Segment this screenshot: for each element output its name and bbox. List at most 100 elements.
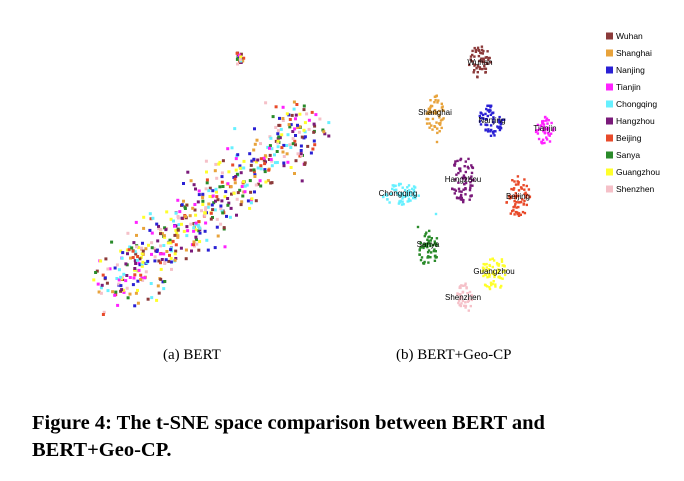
geo-cp-point-hangzhou	[460, 190, 463, 193]
bert-point	[201, 199, 205, 203]
geo-cp-point-beijing	[522, 184, 525, 187]
bert-point	[242, 166, 246, 170]
bert-point	[269, 136, 273, 140]
bert-point	[236, 153, 240, 157]
bert-point	[214, 187, 218, 191]
geo-cp-point-guangzhou	[488, 275, 491, 278]
bert-point	[205, 238, 209, 242]
bert-point	[277, 123, 281, 127]
geo-cp-point-shenzhen	[459, 286, 462, 290]
legend-label-shanghai: Shanghai	[616, 48, 652, 58]
geo-cp-point-guangzhou	[497, 268, 500, 271]
geo-cp-point-sanya	[427, 249, 431, 252]
bert-point	[158, 252, 162, 256]
geo-cp-point-shenzhen	[464, 306, 467, 309]
geo-cp-point-hangzhou	[457, 181, 460, 184]
bert-point	[204, 159, 208, 163]
bert-point	[228, 215, 232, 219]
bert-point	[140, 262, 144, 266]
geo-cp-point-chongqing	[417, 194, 420, 197]
bert-point	[156, 284, 160, 288]
geo-cp-point-wuhan	[478, 59, 481, 63]
bert-point	[289, 146, 293, 149]
geo-cp-point-wuhan	[480, 45, 484, 48]
bert-point	[155, 298, 159, 302]
bert-point	[229, 206, 233, 210]
geo-cp-point-beijing	[524, 196, 528, 199]
geo-cp-point-chongqing	[395, 191, 399, 194]
bert-point	[198, 231, 202, 235]
bert-point	[264, 180, 268, 184]
bert-point	[276, 137, 280, 141]
bert-point	[291, 142, 295, 146]
geo-cp-point-beijing	[517, 183, 520, 186]
bert-point	[100, 283, 104, 287]
geo-cp-point-sanya	[432, 249, 436, 253]
bert-point	[169, 256, 173, 260]
geo-cp-point-nanjing	[494, 130, 497, 133]
geo-cp-point-guangzhou	[491, 282, 494, 286]
bert-point	[193, 208, 197, 212]
bert-point	[276, 141, 280, 145]
geo-cp-point-sanya	[418, 249, 421, 252]
geo-cp-point-chongqing	[401, 192, 404, 196]
geo-cp-point-beijing	[510, 187, 513, 191]
bert-point	[113, 293, 117, 297]
geo-cp-point-chongqing	[413, 194, 417, 198]
legend-swatch-hangzhou	[606, 117, 613, 125]
bert-point	[215, 195, 219, 199]
bert-point	[151, 216, 155, 220]
geo-cp-point-beijing	[505, 201, 508, 204]
geo-cp-point-nanjing	[484, 123, 487, 126]
bert-point	[262, 156, 266, 160]
bert-point	[184, 248, 188, 252]
bert-point	[253, 175, 257, 178]
bert-point	[268, 146, 271, 150]
geo-cp-point-hangzhou	[470, 171, 474, 175]
bert-point	[229, 185, 233, 189]
bert-point	[119, 284, 123, 288]
bert-point	[169, 260, 173, 264]
bert-point	[136, 301, 140, 305]
bert-point	[106, 289, 110, 293]
geo-cp-point-nanjing	[498, 128, 502, 132]
bert-point	[280, 146, 284, 150]
bert-point	[117, 268, 121, 272]
geo-cp-point-guangzhou	[496, 263, 499, 266]
bert-point	[256, 182, 260, 186]
geo-cp-point-shanghai	[429, 104, 433, 108]
geo-cp-point-beijing	[516, 175, 520, 178]
bert-point	[126, 231, 130, 235]
bert-point	[205, 178, 209, 182]
geo-cp-point-shanghai	[439, 122, 442, 125]
geo-cp-point-shanghai	[433, 101, 436, 104]
bert-point	[204, 206, 208, 210]
bert-point	[141, 260, 145, 264]
geo-cp-point-wuhan	[476, 76, 479, 79]
geo-cp-point-tianjin	[536, 132, 540, 135]
bert-point	[313, 124, 317, 128]
bert-point	[203, 213, 207, 217]
bert-point	[296, 152, 300, 156]
bert-point	[219, 204, 223, 208]
geo-cp-point-tianjin	[546, 128, 549, 131]
geo-cp-point-chongqing	[397, 202, 401, 205]
geo-cp-point-hangzhou	[466, 165, 469, 169]
bert-point	[159, 261, 162, 265]
bert-point	[197, 193, 201, 197]
geo-cp-point-chongqing	[401, 200, 404, 203]
bert-point	[160, 258, 164, 261]
bert-point	[125, 286, 129, 290]
bert-point	[153, 255, 157, 259]
geo-cp-point-guangzhou	[498, 275, 501, 278]
geo-cp-point-shanghai	[427, 110, 430, 113]
bert-point	[188, 214, 192, 218]
bert-point	[173, 252, 177, 256]
geo-cp-point-guangzhou	[485, 262, 488, 266]
bert-point	[139, 278, 143, 281]
geo-cp-point-wuhan	[481, 57, 485, 60]
bert-point	[277, 135, 281, 139]
geo-cp-point-sanya	[419, 241, 422, 245]
geo-cp-point-wuhan	[474, 49, 477, 52]
bert-point	[176, 198, 180, 202]
